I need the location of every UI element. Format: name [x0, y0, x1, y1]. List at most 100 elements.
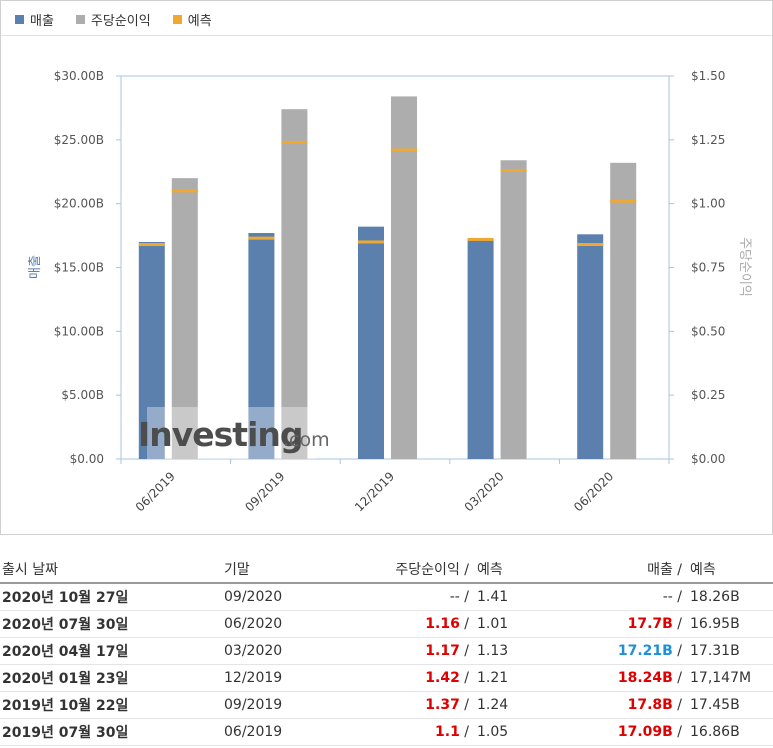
eps-forecast-text: 1.24: [477, 697, 509, 713]
eps-forecast-marker: [391, 148, 417, 152]
eps-forecast-marker: [171, 189, 198, 193]
right-tick-label: $0.75: [691, 261, 725, 275]
revenue-bar: [467, 239, 494, 459]
revenue-bar: [577, 234, 604, 459]
row-eps: 1.1 /: [344, 718, 469, 746]
row-eps: -- /: [344, 583, 469, 611]
row-revenue-forecast: 16.86B: [682, 718, 773, 746]
row-release-date: 2019년 10월 22일: [0, 691, 224, 719]
eps-sep: /: [464, 643, 469, 659]
eps-sep: /: [464, 697, 469, 713]
header-period[interactable]: 기말: [224, 556, 344, 584]
header-eps[interactable]: 주당순이익 /: [344, 556, 469, 584]
release-date-text: 2019년 07월 30일: [2, 725, 129, 741]
revenue-swatch-icon: [15, 14, 24, 24]
row-eps: 1.17 /: [344, 637, 469, 665]
chart-legend: 매출 주당순이익 예측: [15, 9, 234, 29]
row-release-date: 2020년 10월 27일: [0, 583, 224, 611]
table-row: 2020년 01월 23일 12/2019 1.42 / 1.21 18.24B / 17…: [0, 664, 773, 692]
revenue-forecast-marker: [358, 240, 384, 244]
header-revenue[interactable]: 매출 /: [572, 556, 682, 584]
row-period: 09/2019: [224, 691, 344, 719]
left-axis-title: 매출: [28, 255, 43, 279]
eps-actual: 1.1: [435, 724, 460, 740]
row-eps-forecast: 1.24: [469, 691, 572, 719]
period-text: 06/2020: [224, 616, 283, 632]
row-eps-forecast: 1.13: [469, 637, 572, 665]
x-tick-label: 06/2020: [571, 469, 616, 514]
revenue-sep: /: [677, 589, 682, 605]
revenue-forecast-text: 16.95B: [690, 616, 740, 632]
investing-watermark-logo: Investing: [138, 415, 303, 454]
earnings-table: 출시 날짜 기말 주당순이익 / 예측 매출 / 예측 2020년 10월 27…: [0, 556, 773, 746]
watermark-backdrop: [147, 407, 315, 459]
left-tick-label: $10.00B: [54, 324, 104, 338]
forecast-swatch-icon: [172, 14, 182, 24]
row-release-date: 2020년 01월 23일: [0, 664, 224, 692]
header-eps-sep: /: [464, 562, 469, 578]
eps-sep: /: [464, 616, 469, 632]
eps-bar: [281, 109, 308, 460]
row-revenue-forecast: 17.31B: [682, 637, 773, 665]
release-date-text: 2020년 04월 17일: [2, 644, 129, 660]
row-revenue-forecast: 18.26B: [682, 583, 773, 611]
eps-forecast-text: 1.05: [477, 724, 509, 740]
right-tick-label: $1.25: [691, 133, 725, 147]
revenue-actual: --: [662, 589, 673, 605]
legend-item-revenue[interactable]: 매출: [15, 10, 54, 29]
period-text: 09/2019: [224, 697, 283, 713]
revenue-forecast-text: 17,147M: [690, 670, 752, 686]
legend-label-eps: 주당순이익: [90, 13, 151, 29]
left-tick-label: $20.00B: [54, 197, 104, 211]
eps-swatch-icon: [75, 14, 85, 24]
right-tick-label: $1.50: [691, 69, 725, 83]
eps-sep: /: [464, 589, 469, 605]
release-date-text: 2020년 07월 30일: [2, 617, 129, 633]
left-tick-label: $0.00: [70, 452, 104, 466]
header-eps-forecast[interactable]: 예측: [469, 556, 572, 584]
row-revenue: 17.8B /: [572, 691, 682, 719]
left-tick-label: $25.00B: [54, 133, 104, 147]
eps-bar: [610, 162, 637, 459]
revenue-actual: 17.7B: [627, 616, 673, 632]
row-eps-forecast: 1.05: [469, 718, 572, 746]
table-header-row: 출시 날짜 기말 주당순이익 / 예측 매출 / 예측: [0, 556, 773, 584]
x-tick-label: 12/2019: [352, 469, 397, 514]
revenue-bar: [358, 226, 384, 459]
revenue-forecast-marker: [467, 237, 494, 241]
row-revenue: 17.09B /: [572, 718, 682, 746]
eps-actual: 1.37: [425, 697, 460, 713]
revenue-bar: [138, 241, 165, 459]
eps-bar: [500, 160, 527, 459]
row-release-date: 2019년 07월 30일: [0, 718, 224, 746]
revenue-forecast-marker: [577, 243, 604, 247]
revenue-forecast-marker: [248, 236, 275, 240]
period-text: 06/2019: [224, 724, 283, 740]
eps-forecast-marker: [281, 140, 308, 144]
eps-forecast-text: 1.21: [477, 670, 509, 686]
row-release-date: 2020년 07월 30일: [0, 610, 224, 638]
row-eps: 1.37 /: [344, 691, 469, 719]
table-row: 2020년 10월 27일 09/2020 -- / 1.41 -- / 18.26B: [0, 583, 773, 611]
table-row: 2020년 04월 17일 03/2020 1.17 /1.13 17.21B /17…: [0, 637, 773, 665]
eps-actual: --: [449, 589, 460, 605]
investing-watermark-suffix: .com: [283, 429, 330, 451]
row-revenue-forecast: 17.45B: [682, 691, 773, 719]
header-revenue-label: 매출: [647, 562, 673, 578]
x-tick-label: 06/2019: [133, 469, 178, 514]
revenue-sep: /: [677, 616, 682, 632]
revenue-sep: /: [677, 724, 682, 740]
legend-item-forecast[interactable]: 예측: [172, 10, 212, 29]
left-tick-label: $5.00B: [61, 388, 104, 402]
left-tick-label: $15.00B: [54, 261, 104, 275]
release-date-text: 2020년 01월 23일: [2, 671, 129, 687]
header-release-date[interactable]: 출시 날짜: [0, 556, 224, 584]
row-eps-forecast: 1.01: [469, 610, 572, 638]
header-revenue-forecast[interactable]: 예측: [682, 556, 773, 584]
revenue-bar: [248, 233, 275, 459]
revenue-actual: 18.24B: [617, 670, 673, 686]
header-eps-label: 주당순이익: [395, 562, 460, 578]
legend-item-eps[interactable]: 주당순이익: [75, 10, 151, 29]
right-axis-title: 주당순이익: [737, 237, 752, 297]
earnings-chart-panel: 매출 주당순이익 예측 $0.00 $5.00B $10.00B $15.00B $20…: [0, 0, 773, 535]
